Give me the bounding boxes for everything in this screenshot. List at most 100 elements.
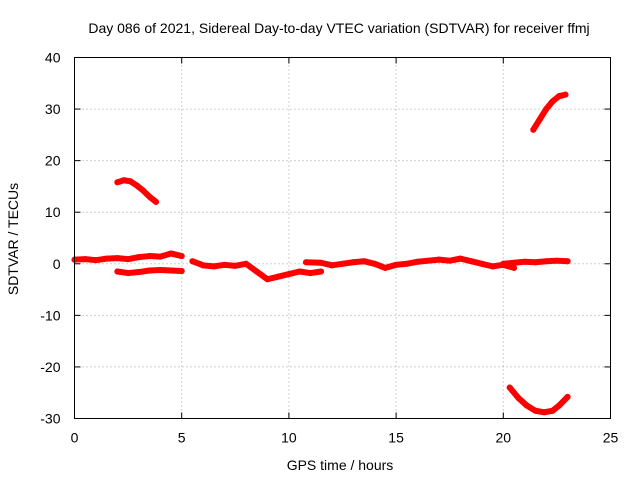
point-arc-baseline-3 xyxy=(382,264,389,271)
point-arc-baseline-4 xyxy=(532,259,539,266)
plot-frame xyxy=(74,57,611,419)
axes xyxy=(74,57,611,419)
point-arc-baseline-2 xyxy=(243,260,250,267)
point-arc-low-late xyxy=(532,407,539,414)
grid xyxy=(74,57,611,419)
point-arc-high-late xyxy=(549,98,556,105)
point-arc-baseline-2 xyxy=(232,262,239,269)
point-arc-baseline-3 xyxy=(328,262,335,269)
point-arc-high-late xyxy=(543,106,550,113)
x-tick-label: 5 xyxy=(178,430,186,446)
point-arc-baseline-2 xyxy=(285,271,292,278)
point-arc-baseline-4 xyxy=(521,258,528,265)
point-arc-baseline-1 xyxy=(114,255,121,262)
point-arc-baseline-2 xyxy=(264,276,271,283)
point-arc-baseline-3 xyxy=(371,260,378,267)
y-tick-label: 30 xyxy=(45,101,61,117)
series-arc-high-late xyxy=(530,91,569,133)
point-arc-baseline-3 xyxy=(339,260,346,267)
point-arc-baseline-4 xyxy=(543,258,550,265)
point-arc-lower-short xyxy=(157,266,164,273)
point-arc-low-late xyxy=(506,384,513,391)
point-arc-baseline-3 xyxy=(360,258,367,265)
y-tick-label: -10 xyxy=(40,307,60,323)
point-arc-baseline-1 xyxy=(135,254,142,261)
point-arc-lower-short xyxy=(125,270,132,277)
point-arc-lower-short xyxy=(114,268,121,275)
point-arc-high-late xyxy=(536,116,543,123)
point-arc-baseline-2 xyxy=(200,262,207,269)
point-arc-baseline-3 xyxy=(468,258,475,265)
point-arc-baseline-3 xyxy=(303,259,310,266)
point-arc-baseline-1 xyxy=(178,253,185,260)
x-tick-label: 10 xyxy=(281,430,297,446)
point-arc-high-early xyxy=(152,198,159,205)
point-arc-high-early xyxy=(146,193,153,200)
point-arc-baseline-3 xyxy=(489,263,496,270)
point-arc-baseline-1 xyxy=(92,257,99,264)
point-arc-high-late xyxy=(562,91,569,98)
point-arc-low-late xyxy=(541,409,548,416)
point-arc-baseline-2 xyxy=(307,270,314,277)
y-tick-label: 20 xyxy=(45,153,61,169)
point-arc-low-late xyxy=(523,402,530,409)
point-arc-low-late xyxy=(556,402,563,409)
y-tick-label: 10 xyxy=(45,204,61,220)
point-arc-baseline-3 xyxy=(403,260,410,267)
point-arc-low-late xyxy=(515,394,522,401)
y-axis-ticks: -30 -20 -10 0 10 20 30 40 xyxy=(40,50,611,427)
point-arc-baseline-4 xyxy=(511,259,518,266)
point-arc-high-early xyxy=(133,182,140,189)
point-arc-high-late xyxy=(530,126,537,133)
chart-title: Day 086 of 2021, Sidereal Day-to-day VTE… xyxy=(88,20,589,36)
point-arc-high-early xyxy=(140,187,147,194)
y-tick-label: -30 xyxy=(40,411,60,427)
point-arc-baseline-1 xyxy=(167,250,174,257)
point-arc-baseline-1 xyxy=(157,253,164,260)
point-arc-baseline-2 xyxy=(253,268,260,275)
point-arc-baseline-3 xyxy=(446,257,453,264)
y-tick-label: -20 xyxy=(40,359,60,375)
point-arc-baseline-1 xyxy=(125,256,132,263)
point-arc-baseline-4 xyxy=(564,258,571,265)
point-arc-baseline-2 xyxy=(221,261,228,268)
point-arc-lower-short xyxy=(135,269,142,276)
point-arc-baseline-4 xyxy=(553,257,560,264)
point-arc-baseline-3 xyxy=(414,258,421,265)
x-tick-label: 20 xyxy=(496,430,512,446)
point-arc-high-early xyxy=(127,178,134,185)
y-axis-title: SDTVAR / TECUs xyxy=(5,183,21,295)
point-arc-baseline-4 xyxy=(500,260,507,267)
point-arc-baseline-2 xyxy=(189,258,196,265)
point-arc-low-late xyxy=(549,407,556,414)
point-arc-high-late xyxy=(556,93,563,100)
point-arc-baseline-1 xyxy=(103,255,110,262)
point-arc-baseline-2 xyxy=(275,273,282,280)
point-arc-lower-short xyxy=(146,267,153,274)
point-arc-baseline-3 xyxy=(425,257,432,264)
point-arc-baseline-3 xyxy=(393,261,400,268)
point-arc-baseline-2 xyxy=(318,268,325,275)
point-arc-high-early xyxy=(114,179,121,186)
point-arc-lower-short xyxy=(178,268,185,275)
point-arc-lower-short xyxy=(167,267,174,274)
point-arc-baseline-3 xyxy=(350,259,357,266)
point-arc-baseline-2 xyxy=(210,263,217,270)
point-arc-baseline-3 xyxy=(478,260,485,267)
x-tick-label: 25 xyxy=(603,430,619,446)
point-arc-baseline-3 xyxy=(318,259,325,266)
y-tick-label: 40 xyxy=(45,50,61,66)
point-arc-baseline-3 xyxy=(457,255,464,262)
x-axis-ticks: 0 5 10 15 20 25 xyxy=(71,57,619,446)
point-arc-baseline-1 xyxy=(82,256,89,263)
x-tick-label: 15 xyxy=(388,430,404,446)
point-arc-baseline-3 xyxy=(511,264,518,271)
point-arc-baseline-1 xyxy=(146,253,153,260)
point-arc-low-late xyxy=(564,393,571,400)
x-tick-label: 0 xyxy=(71,430,79,446)
point-arc-high-early xyxy=(120,177,127,184)
series-layer xyxy=(71,91,571,416)
x-axis-title: GPS time / hours xyxy=(287,457,394,473)
point-arc-baseline-2 xyxy=(296,268,303,275)
